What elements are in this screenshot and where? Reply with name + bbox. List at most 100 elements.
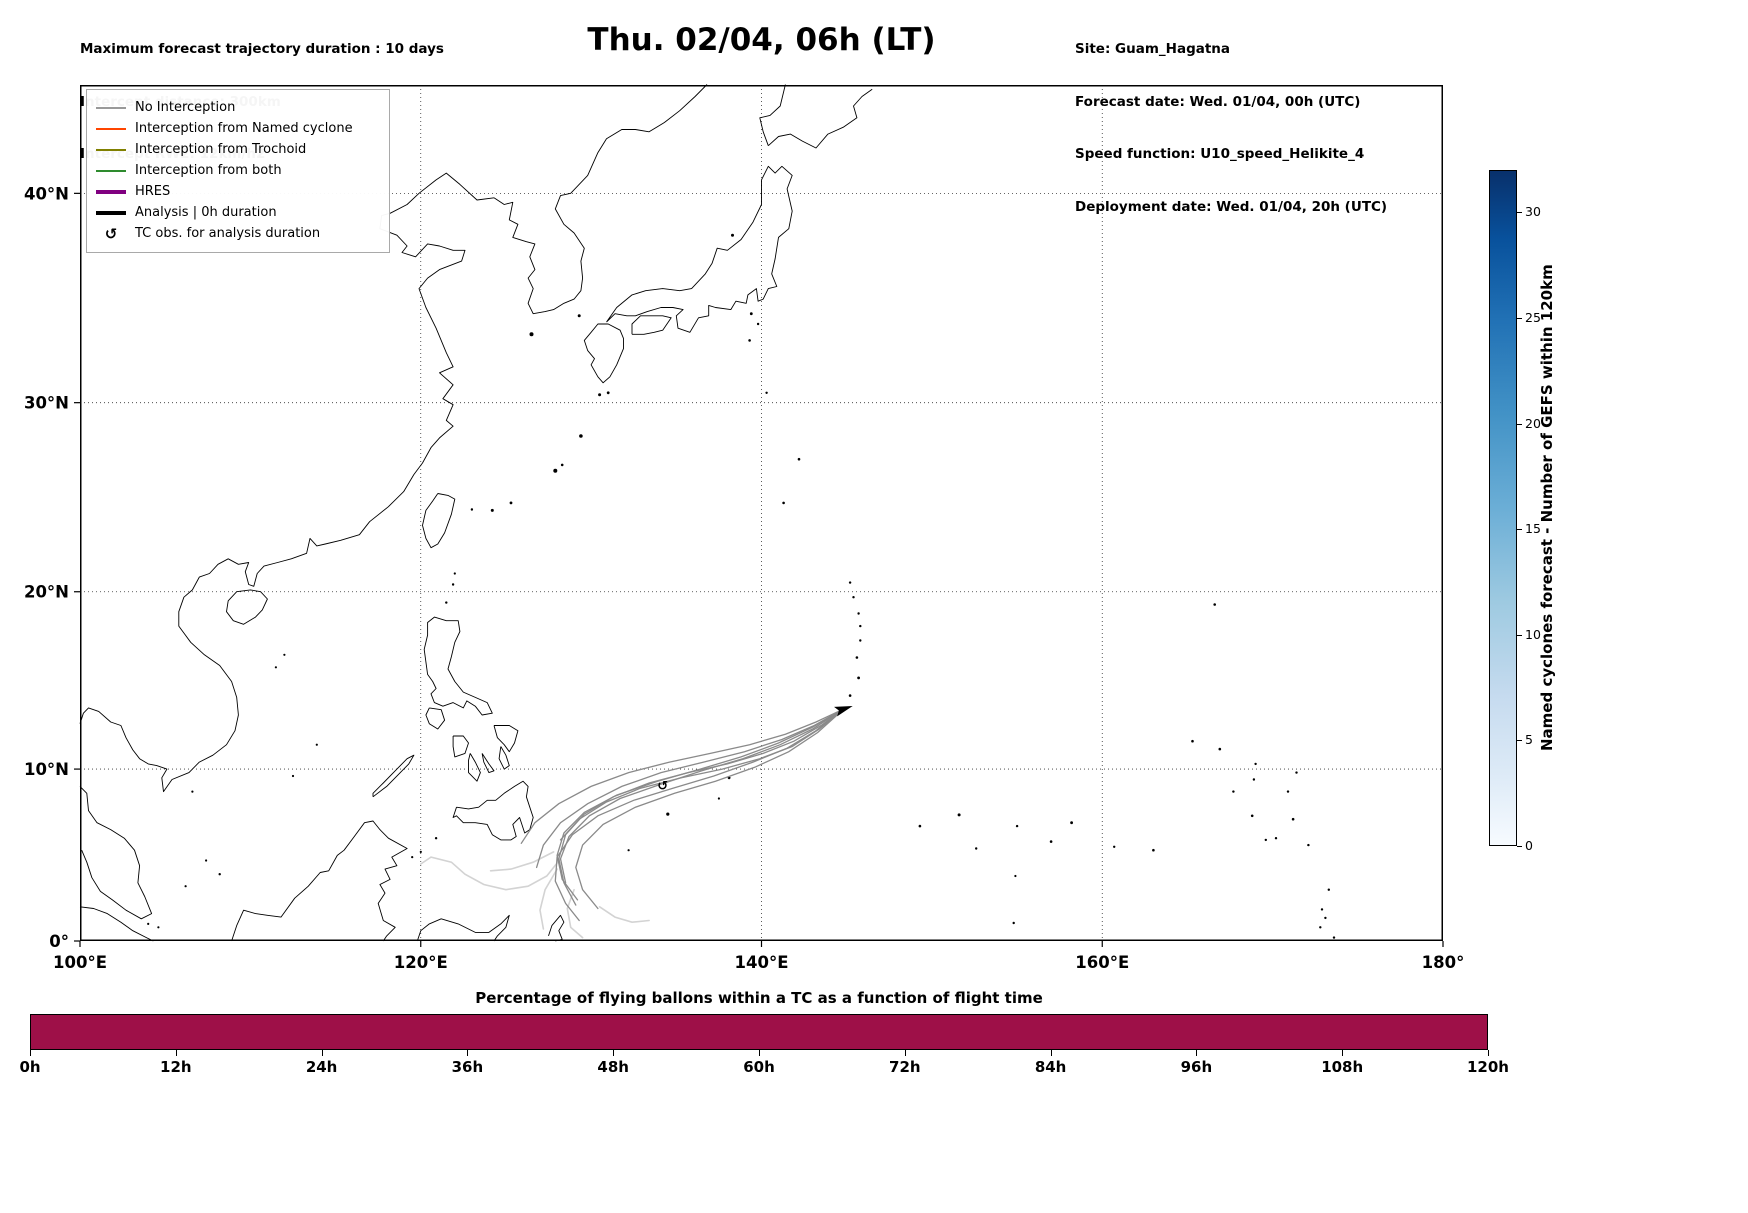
island-dot (1254, 762, 1257, 766)
flight-strip-tick-label: 12h (160, 1058, 192, 1076)
flight-strip-tick-mark (1050, 1050, 1052, 1056)
coastline (493, 725, 519, 753)
coastline (631, 315, 672, 335)
coastline (423, 616, 493, 716)
x-tick-label: 120°E (394, 953, 448, 972)
island-dot (553, 468, 558, 473)
legend-item: Analysis | 0h duration (95, 202, 379, 223)
colorbar-tick-mark (1517, 423, 1522, 425)
flight-strip-tick-label: 36h (451, 1058, 484, 1076)
coastline (759, 84, 786, 146)
island-dot (1319, 926, 1322, 929)
flight-strip-tick-mark (1488, 1050, 1489, 1056)
trajectory-faded (489, 851, 555, 872)
colorbar-tick-label: 15 (1525, 521, 1541, 537)
y-tick-label: 0° (49, 932, 69, 951)
coastline (548, 914, 565, 942)
site-name: Site: Guam_Hagatna (1075, 41, 1231, 57)
island-dot (453, 572, 456, 575)
trajectory-faded (598, 906, 650, 924)
island-dot (1049, 840, 1053, 843)
island-dot (1152, 848, 1155, 852)
island-dot (274, 666, 277, 669)
island-dot (859, 639, 862, 642)
coastline (452, 780, 534, 841)
tc-obs-marker: ↺ (657, 779, 668, 794)
flight-strip-tick-mark (175, 1050, 177, 1056)
trajectory-no-interception (520, 708, 845, 844)
island-dot (852, 596, 855, 599)
figure-title: Thu. 02/04, 06h (LT) (587, 22, 936, 58)
coastline (468, 753, 481, 782)
island-dot (191, 790, 194, 793)
coastline (372, 754, 415, 798)
island-dot (857, 676, 860, 680)
colorbar-gradient (1489, 170, 1517, 846)
island-dot (717, 797, 721, 800)
flight-strip-tick-label: 0h (19, 1058, 41, 1076)
island-dot (1252, 778, 1256, 781)
flight-strip-tick-label: 96h (1180, 1058, 1213, 1076)
flight-strip-tick-mark (1342, 1050, 1344, 1056)
island-dot (579, 434, 583, 438)
legend-item: Interception from Named cyclone (95, 118, 379, 139)
island-dot (451, 583, 455, 586)
island-dot (419, 850, 422, 854)
island-dot (147, 922, 150, 926)
island-dot (1327, 888, 1331, 891)
legend-line (96, 148, 126, 151)
colorbar-tick-label: 30 (1525, 204, 1541, 220)
x-tick-label: 160°E (1075, 953, 1129, 972)
island-dot (470, 508, 474, 511)
legend-line-swatch (95, 127, 127, 130)
island-dot (666, 812, 670, 816)
island-dot (509, 501, 513, 505)
island-dot (1295, 771, 1298, 774)
island-dot (749, 312, 753, 316)
island-dot (1286, 790, 1290, 793)
island-dot (848, 694, 852, 697)
island-dot (748, 339, 751, 342)
legend-item-label: Interception from Trochoid (135, 142, 307, 157)
map-frame (80, 85, 1443, 941)
legend-item: Interception from Trochoid (95, 139, 379, 160)
flight-strip-tick-label: 24h (305, 1058, 338, 1076)
legend-item-label: Analysis | 0h duration (135, 205, 277, 220)
legend-line-swatch (95, 169, 127, 172)
coastline (416, 914, 510, 942)
island-dot (218, 873, 221, 876)
island-dot (1324, 916, 1327, 920)
island-dot (782, 501, 785, 505)
island-dot (291, 774, 295, 778)
param-max-duration: Maximum forecast trajectory duration : 1… (80, 41, 444, 57)
island-dot (1250, 814, 1254, 818)
x-tick-label: 140°E (735, 953, 789, 972)
legend-item-label: No Interception (135, 100, 236, 115)
trajectory-no-interception (535, 708, 845, 869)
coastline (226, 589, 268, 625)
flight-strip-tick-label: 108h (1321, 1058, 1364, 1076)
trajectory-no-interception (575, 708, 845, 910)
legend-item: ↺ TC obs. for analysis duration (95, 223, 379, 244)
trajectory-no-interception (559, 708, 845, 841)
x-tick-label: 100°E (53, 953, 107, 972)
legend-line (96, 210, 126, 215)
island-dot (627, 849, 630, 852)
trajectory-no-interception (558, 708, 845, 906)
island-dot (1320, 908, 1324, 911)
y-tick-label: 10°N (24, 760, 69, 779)
colorbar-tick-mark (1517, 317, 1522, 319)
island-dot (1113, 845, 1116, 848)
island-dot (205, 859, 208, 862)
trajectory-faded (566, 888, 584, 939)
island-dot (434, 837, 438, 840)
deployment-date: Deployment date: Wed. 01/04, 20h (UTC) (1075, 198, 1388, 215)
island-dot (859, 624, 862, 628)
flight-strip-tick-label: 84h (1034, 1058, 1067, 1076)
coastline (493, 84, 708, 315)
island-dot (1291, 817, 1295, 821)
island-dot (756, 322, 760, 326)
island-dot (1274, 837, 1278, 840)
island-dot (529, 332, 534, 337)
